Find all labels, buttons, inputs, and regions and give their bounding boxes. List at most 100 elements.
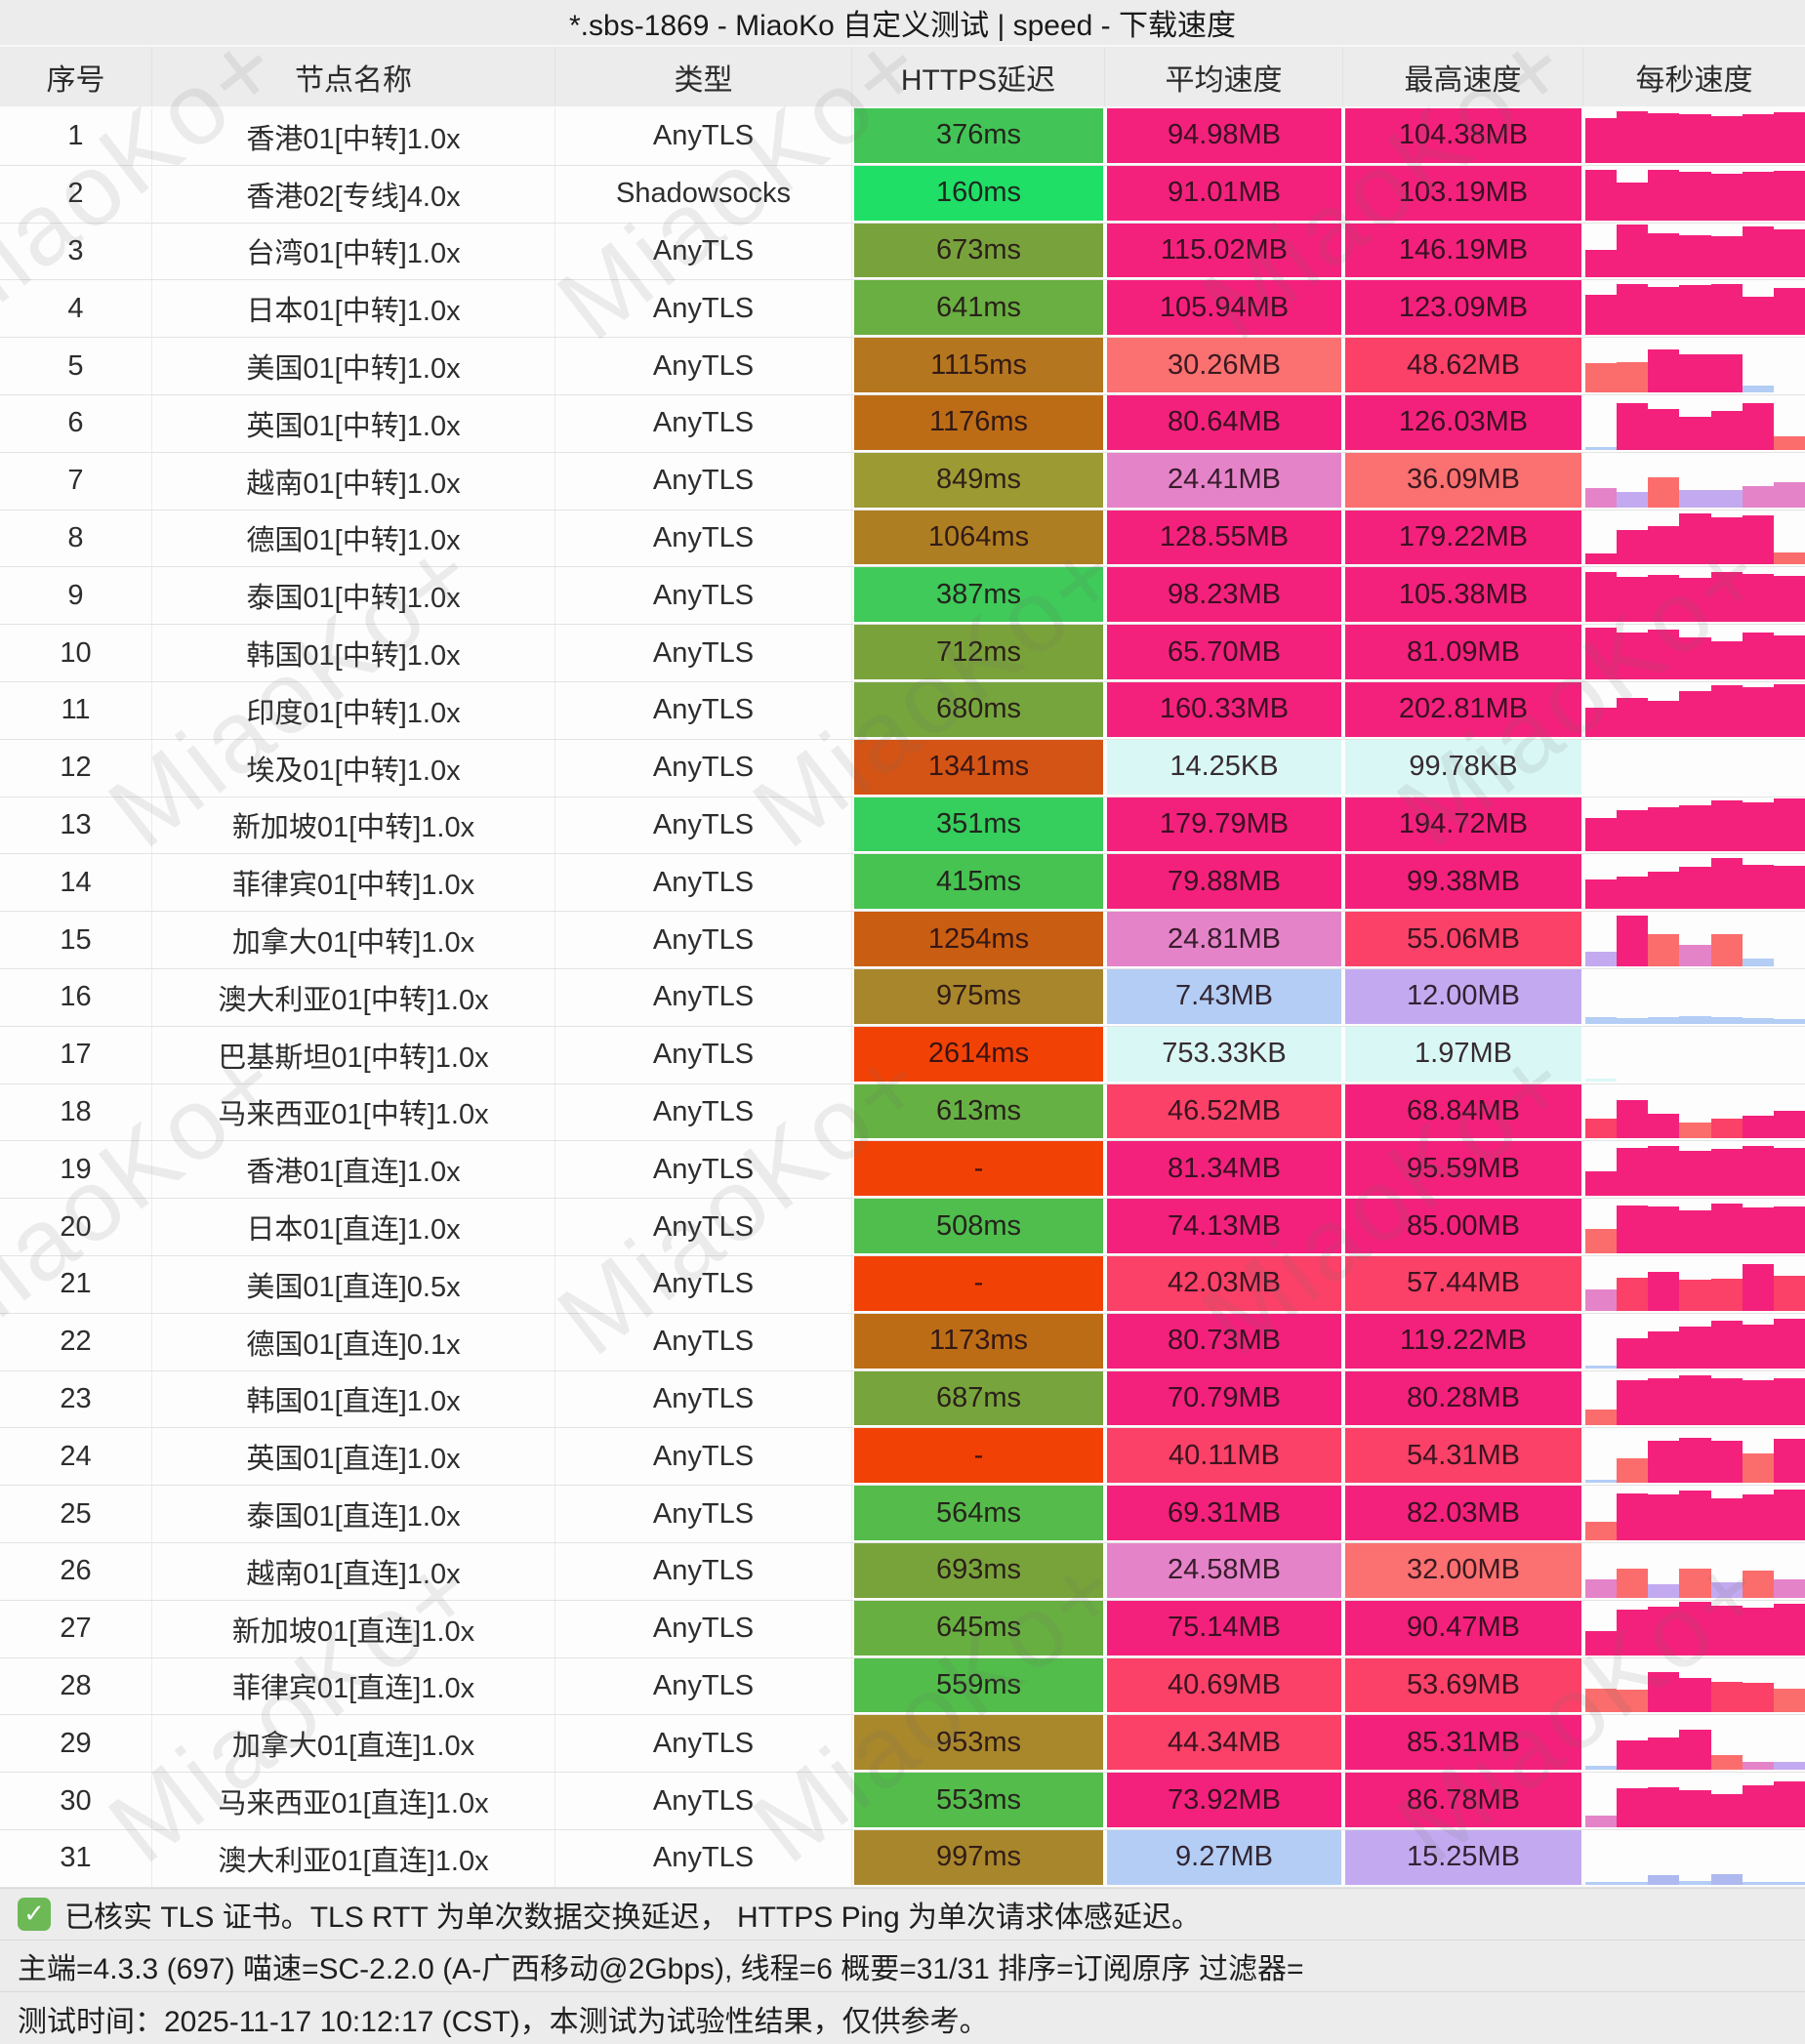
cell-type: AnyTLS <box>555 681 852 739</box>
cell-per-second-speed <box>1583 1371 1805 1428</box>
cell-https-latency: 559ms <box>852 1657 1105 1715</box>
cell-index: 17 <box>0 1026 152 1083</box>
cell-avg-speed: 105.94MB <box>1105 280 1343 337</box>
cell-avg-speed-value: 46.52MB <box>1107 1083 1341 1139</box>
speed-bars-chart <box>1585 1487 1805 1540</box>
speed-bar <box>1617 183 1649 221</box>
cell-max-speed-value: 194.72MB <box>1345 797 1581 852</box>
speed-bar <box>1617 361 1649 392</box>
cell-max-speed-value: 12.00MB <box>1345 968 1581 1024</box>
cell-max-speed-value: 146.19MB <box>1345 223 1581 278</box>
cell-index: 23 <box>0 1370 152 1428</box>
cell-index: 6 <box>0 394 152 452</box>
cell-max-speed: 146.19MB <box>1343 223 1583 280</box>
footer-tls-note: ✓ 已核实 TLS 证书。TLS RTT 为单次数据交换延迟， HTTPS Pi… <box>0 1887 1805 1941</box>
speed-bar <box>1617 492 1649 508</box>
cell-https-latency-value: 553ms <box>854 1773 1103 1827</box>
speed-bar <box>1679 1490 1711 1540</box>
speed-bars-chart <box>1585 1372 1805 1426</box>
speed-bar <box>1648 700 1680 737</box>
cell-avg-speed-value: 80.64MB <box>1107 394 1341 450</box>
cell-type: AnyTLS <box>555 223 852 280</box>
speed-bar <box>1679 1730 1711 1771</box>
speed-bar <box>1742 1608 1774 1656</box>
cell-type: AnyTLS <box>555 739 852 797</box>
cell-https-latency: 1115ms <box>852 338 1105 394</box>
speed-bar <box>1710 1681 1743 1713</box>
speed-bar <box>1679 354 1711 392</box>
speed-bar <box>1648 349 1680 392</box>
table-row: 18 马来西亚01[中转]1.0x AnyTLS 613ms 46.52MB 68.84M… <box>0 1083 1805 1142</box>
cell-index: 24 <box>0 1428 152 1486</box>
cell-per-second-speed <box>1583 1543 1805 1600</box>
cell-avg-speed-value: 40.69MB <box>1107 1657 1341 1713</box>
cell-avg-speed: 115.02MB <box>1105 223 1343 280</box>
speed-bar <box>1617 1379 1649 1426</box>
cell-avg-speed-value: 74.13MB <box>1107 1199 1341 1253</box>
cell-https-latency-value: 351ms <box>854 797 1103 852</box>
table-row: 13 新加坡01[中转]1.0x AnyTLS 351ms 179.79MB 194.72… <box>0 797 1805 855</box>
cell-max-speed-value: 32.00MB <box>1345 1542 1581 1598</box>
cell-avg-speed: 70.79MB <box>1105 1370 1343 1428</box>
cell-type: AnyTLS <box>555 1255 852 1313</box>
speed-bar <box>1679 1437 1711 1484</box>
cell-https-latency: 680ms <box>852 681 1105 739</box>
cell-avg-speed: 42.03MB <box>1105 1255 1343 1313</box>
speed-bar <box>1648 477 1680 508</box>
speed-bar <box>1679 867 1711 910</box>
cell-node-name: 越南01[直连]1.0x <box>152 1542 555 1600</box>
speed-bar <box>1710 1606 1743 1656</box>
cell-max-speed: 126.03MB <box>1343 394 1583 452</box>
speed-bar <box>1679 1568 1711 1598</box>
speed-bar <box>1742 958 1774 966</box>
speed-bar <box>1773 1761 1805 1771</box>
speed-bar <box>1773 797 1805 852</box>
speed-bar <box>1648 1672 1680 1713</box>
cell-per-second-speed <box>1583 1256 1805 1313</box>
speed-bar <box>1710 799 1743 852</box>
footer-config-line: 主端=4.3.3 (697) 喵速=SC-2.2.0 (A-广西移动@2Gbps… <box>0 1940 1805 1992</box>
speed-bar <box>1710 517 1743 565</box>
cell-max-speed-value: 179.22MB <box>1345 510 1581 565</box>
cell-node-name: 巴基斯坦01[中转]1.0x <box>152 1026 555 1083</box>
cell-max-speed-value: 36.09MB <box>1345 452 1581 508</box>
speed-bar <box>1679 490 1711 508</box>
cell-type: AnyTLS <box>555 1026 852 1083</box>
cell-avg-speed: 24.41MB <box>1105 452 1343 510</box>
cell-node-name: 香港01[直连]1.0x <box>152 1141 555 1199</box>
table-row: 8 德国01[中转]1.0x AnyTLS 1064ms 128.55MB 179.22M… <box>0 510 1805 568</box>
speed-bar <box>1617 1881 1649 1885</box>
cell-node-name: 加拿大01[中转]1.0x <box>152 912 555 968</box>
speed-bar <box>1648 1331 1680 1369</box>
speed-bar <box>1617 283 1649 336</box>
speed-bar <box>1585 1765 1618 1771</box>
cell-node-name: 加拿大01[直连]1.0x <box>152 1715 555 1773</box>
cell-type: AnyTLS <box>555 968 852 1026</box>
speed-bar <box>1679 512 1711 565</box>
speed-bar <box>1585 1288 1618 1311</box>
speed-bar <box>1742 1881 1774 1885</box>
table-row: 17 巴基斯坦01[中转]1.0x AnyTLS 2614ms 753.33KB 1.97… <box>0 1026 1805 1084</box>
cell-per-second-speed <box>1583 1084 1805 1141</box>
cell-max-speed-value: 85.31MB <box>1345 1715 1581 1771</box>
cell-node-name: 印度01[中转]1.0x <box>152 681 555 739</box>
speed-bar <box>1742 687 1774 737</box>
cell-avg-speed: 69.31MB <box>1105 1486 1343 1542</box>
cell-type: AnyTLS <box>555 108 852 165</box>
cell-node-name: 英国01[直连]1.0x <box>152 1428 555 1486</box>
speed-bar <box>1773 1147 1805 1197</box>
speed-bar <box>1710 283 1743 336</box>
cell-node-name: 马来西亚01[直连]1.0x <box>152 1773 555 1829</box>
speed-bar <box>1773 552 1805 565</box>
table-row: 14 菲律宾01[中转]1.0x AnyTLS 415ms 79.88MB 99.38MB <box>0 854 1805 913</box>
cell-https-latency: 613ms <box>852 1083 1105 1141</box>
cell-avg-speed-value: 179.79MB <box>1107 797 1341 852</box>
cell-max-speed: 85.00MB <box>1343 1199 1583 1255</box>
speed-bar <box>1617 1788 1649 1827</box>
table-row: 16 澳大利亚01[中转]1.0x AnyTLS 975ms 7.43MB 12.00MB <box>0 968 1805 1027</box>
cell-https-latency: 1254ms <box>852 912 1105 968</box>
cell-avg-speed: 74.13MB <box>1105 1199 1343 1255</box>
speed-bar <box>1617 1338 1649 1369</box>
speed-bar <box>1617 1568 1649 1598</box>
speed-bar <box>1648 1737 1680 1771</box>
